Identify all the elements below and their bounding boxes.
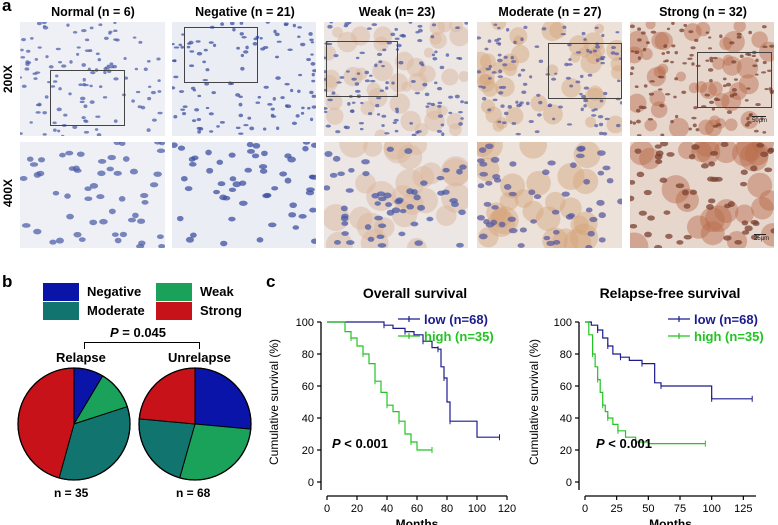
micrograph-normal-200x xyxy=(20,22,165,136)
series-line-high xyxy=(327,321,432,451)
legend-label-weak: Weak xyxy=(200,284,234,299)
zoom-box-negative xyxy=(184,27,258,83)
y-tick-label: 60 xyxy=(302,381,314,393)
y-tick-label: 0 xyxy=(566,477,572,489)
micrograph-weak-400x xyxy=(324,142,468,248)
x-tick-label: 60 xyxy=(411,503,423,515)
pie-outline xyxy=(17,367,131,481)
y-tick-label: 40 xyxy=(302,413,314,425)
x-tick-label: 0 xyxy=(324,503,330,515)
micrograph-strong-400x xyxy=(630,142,774,248)
scale-bar-200x: 50μm xyxy=(752,116,767,124)
micrograph-negative-400x xyxy=(172,142,316,248)
x-tick-label: 75 xyxy=(674,503,686,515)
legend-swatch-strong xyxy=(156,302,192,320)
legend-label-low: low (n=68) xyxy=(424,312,488,327)
y-tick-label: 20 xyxy=(560,445,572,457)
x-tick-label: 80 xyxy=(441,503,453,515)
x-tick-label: 120 xyxy=(498,503,516,515)
x-axis-label: Months xyxy=(396,517,439,525)
p-value-bracket xyxy=(84,342,200,349)
x-tick-label: 0 xyxy=(582,503,588,515)
zoom-box-strong xyxy=(697,52,772,108)
legend-label-negative: Negative xyxy=(87,284,142,299)
legend-label-moderate: Moderate xyxy=(87,303,145,318)
y-tick-label: 100 xyxy=(296,317,314,329)
legend-swatch-weak xyxy=(156,283,192,301)
p-value-symbol: P xyxy=(110,325,119,340)
x-tick-label: 100 xyxy=(702,503,720,515)
x-tick-label: 20 xyxy=(351,503,363,515)
x-tick-label: 40 xyxy=(381,503,393,515)
pie-outline xyxy=(138,367,252,481)
p-value-number: = 0.045 xyxy=(118,325,167,340)
x-tick-label: 100 xyxy=(468,503,486,515)
series-line-low xyxy=(327,321,500,438)
legend-label-high: high (n=35) xyxy=(424,329,494,344)
p-value-annotation: P < 0.001 xyxy=(332,436,388,451)
column-header-normal: Normal (n = 6) xyxy=(51,5,135,19)
pie-n-unrelapse: n = 68 xyxy=(176,486,211,500)
y-axis-label: Cumulative survival (%) xyxy=(527,339,541,465)
legend-label-strong: Strong xyxy=(200,303,242,318)
panel-b-letter: b xyxy=(2,272,13,291)
scale-bar-400x-label: 25μm xyxy=(754,236,770,242)
scale-bar-200x-label: 50μm xyxy=(752,118,768,124)
panel-c-letter: c xyxy=(266,272,276,291)
legend-swatch-negative xyxy=(43,283,79,301)
legend-label-high: high (n=35) xyxy=(694,329,764,344)
y-tick-label: 0 xyxy=(308,477,314,489)
km-chart-relapse-free-survival: 0 20 40 60 80 100 0 25 50 75 100 125 Months Cumulativ… xyxy=(527,312,764,525)
row-label-200x: 200X xyxy=(1,64,15,94)
y-tick-label: 80 xyxy=(302,349,314,361)
series-line-high xyxy=(585,321,706,445)
pie-slice-strong xyxy=(138,367,196,425)
column-header-strong: Strong (n = 32) xyxy=(659,5,747,19)
y-axis-label: Cumulative survival (%) xyxy=(267,339,281,465)
p-value-annotation: P < 0.001 xyxy=(596,436,652,451)
micrograph-strong-200x xyxy=(630,22,774,136)
km-chart-overall-survival: 0 20 40 60 80 100 0 20 40 60 80 100 120 Months Cumulat… xyxy=(267,312,516,525)
row-label-400x: 400X xyxy=(1,178,15,208)
micrograph-negative-200x xyxy=(172,22,316,136)
y-tick-label: 100 xyxy=(554,317,572,329)
pie-chart-unrelapse xyxy=(138,367,252,481)
panel-a-letter: a xyxy=(2,0,12,15)
column-header-moderate: Moderate (n = 27) xyxy=(498,5,602,19)
y-tick-label: 40 xyxy=(560,413,572,425)
zoom-box-weak xyxy=(326,41,398,97)
y-tick-label: 60 xyxy=(560,381,572,393)
zoom-box-moderate xyxy=(548,43,622,99)
legend-swatch-moderate xyxy=(43,302,79,320)
micrograph-weak-200x xyxy=(324,22,468,136)
micrograph-moderate-400x xyxy=(477,142,622,248)
plot-title-overall-survival: Overall survival xyxy=(362,285,468,301)
p-value-label: P = 0.045 xyxy=(110,325,166,340)
plot-title-relapse-free-survival: Relapse-free survival xyxy=(599,285,741,301)
y-tick-label: 80 xyxy=(560,349,572,361)
y-tick-label: 20 xyxy=(302,445,314,457)
micrograph-moderate-200x xyxy=(477,22,622,136)
pie-title-unrelapse: Unrelapse xyxy=(168,350,231,365)
pie-chart-relapse xyxy=(17,367,131,481)
legend-label-low: low (n=68) xyxy=(694,312,758,327)
pie-slice-negative xyxy=(194,367,252,430)
x-tick-label: 50 xyxy=(642,503,654,515)
column-header-negative: Negative (n = 21) xyxy=(195,5,295,19)
micrograph-normal-400x xyxy=(20,142,165,248)
pie-title-relapse: Relapse xyxy=(56,350,106,365)
pie-n-relapse: n = 35 xyxy=(54,486,89,500)
x-tick-label: 25 xyxy=(611,503,623,515)
x-axis-label: Months xyxy=(649,517,692,525)
scale-bar-400x: 25μm xyxy=(754,234,769,242)
zoom-box-normal xyxy=(50,70,125,126)
column-header-weak: Weak (n= 23) xyxy=(358,5,436,19)
x-tick-label: 125 xyxy=(734,503,752,515)
